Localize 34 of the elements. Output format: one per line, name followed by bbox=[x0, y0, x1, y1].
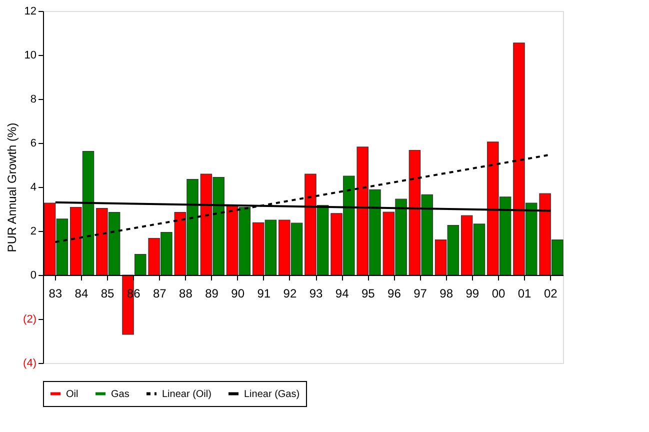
legend-label: Gas bbox=[111, 388, 130, 400]
y-tick-label: 2 bbox=[30, 226, 36, 238]
y-tick-label: 12 bbox=[24, 6, 36, 18]
x-tick-label: 97 bbox=[414, 286, 428, 300]
y-tick-label: 0 bbox=[30, 270, 36, 282]
x-tick-label: 86 bbox=[126, 286, 141, 300]
x-tick-label: 84 bbox=[74, 286, 88, 300]
x-tick-label: 83 bbox=[48, 286, 62, 300]
x-tick-label: 93 bbox=[309, 286, 324, 300]
y-tick-label: 8 bbox=[30, 94, 36, 106]
y-tick-label: (2) bbox=[23, 314, 36, 326]
y-tick-label: 10 bbox=[24, 50, 36, 62]
x-tick-label: 90 bbox=[231, 286, 245, 300]
y-tick-label: 4 bbox=[30, 182, 36, 194]
legend-label: Linear (Oil) bbox=[162, 388, 212, 400]
x-tick-label: 88 bbox=[179, 286, 193, 300]
y-tick-label: (4) bbox=[23, 358, 36, 370]
legend-label: Oil bbox=[66, 388, 78, 400]
legend-label: Linear (Gas) bbox=[244, 388, 300, 400]
x-tick-label: 00 bbox=[492, 286, 506, 300]
x-tick-label: 99 bbox=[466, 286, 480, 300]
x-tick-label: 92 bbox=[283, 286, 297, 300]
x-tick-label: 95 bbox=[361, 286, 376, 300]
x-tick-label: 94 bbox=[335, 286, 350, 300]
x-tick-label: 01 bbox=[518, 286, 532, 300]
x-tick-label: 91 bbox=[257, 286, 271, 300]
x-tick-label: 96 bbox=[388, 286, 402, 300]
y-axis-title: PUR Annual Growth (%) bbox=[5, 122, 20, 252]
x-tick-label: 87 bbox=[152, 286, 167, 300]
x-tick-label: 98 bbox=[440, 286, 454, 300]
x-tick-label: 02 bbox=[544, 286, 558, 300]
y-tick-label: 6 bbox=[30, 138, 36, 150]
x-tick-label: 89 bbox=[205, 286, 219, 300]
x-tick-label: 85 bbox=[100, 286, 115, 300]
